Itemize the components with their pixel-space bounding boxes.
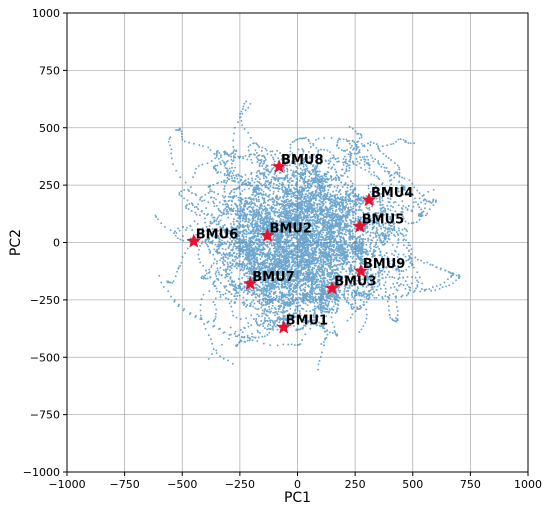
y-tick-label: 250 — [39, 179, 60, 192]
x-tick-label: 500 — [402, 478, 423, 491]
x-tick-label: 0 — [294, 478, 301, 491]
bmu-label: BMU7 — [252, 270, 294, 285]
x-tick-label: −500 — [167, 478, 197, 491]
x-tick-label: 250 — [345, 478, 366, 491]
data-points — [154, 100, 461, 371]
bmu-label: BMU1 — [286, 313, 328, 328]
y-tick-label: −500 — [30, 351, 60, 364]
x-axis-ticks: −1000 −750 −500 −250 0 250 500 750 1000 — [48, 472, 542, 491]
bmu-label: BMU6 — [196, 227, 238, 242]
bmu-star-marker — [361, 192, 377, 207]
bmu-label: BMU8 — [281, 153, 323, 168]
y-tick-label: −750 — [30, 409, 60, 422]
bmu-label: BMU5 — [362, 212, 404, 227]
x-axis-label: PC1 — [284, 490, 311, 506]
bmu-label: BMU9 — [363, 257, 405, 272]
bmu-star-marker — [271, 159, 287, 173]
bmu-star-marker — [276, 319, 291, 334]
y-tick-label: 1000 — [32, 7, 60, 20]
y-axis-label: PC2 — [8, 229, 24, 256]
bmu-label: BMU3 — [334, 274, 376, 289]
bmu-markers: BMU1 BMU2 BMU3 BMU4 BMU5 BMU6 BMU7 BMU8 BMU9 — [186, 153, 413, 334]
bmu-star-marker — [186, 233, 202, 248]
y-tick-label: −1000 — [23, 466, 60, 479]
bmu-label: BMU2 — [270, 222, 312, 237]
x-tick-label: −750 — [110, 478, 140, 491]
bmu-star-marker — [353, 263, 369, 278]
x-tick-label: −250 — [225, 478, 255, 491]
bmu-star-marker — [242, 276, 258, 291]
bmu-label: BMU4 — [371, 186, 413, 201]
bmu-star-marker — [260, 227, 275, 242]
x-tick-label: 750 — [460, 478, 481, 491]
x-tick-label: 1000 — [514, 478, 542, 491]
y-axis-ticks: −1000 −750 −500 −250 0 250 500 750 1000 — [23, 7, 67, 479]
y-tick-label: 750 — [39, 64, 60, 77]
y-tick-label: 0 — [53, 237, 60, 250]
bmu-star-marker — [324, 280, 340, 295]
y-tick-label: 500 — [39, 122, 60, 135]
bmu-star-marker — [352, 218, 368, 233]
y-tick-label: −250 — [30, 294, 60, 307]
x-tick-label: −1000 — [48, 478, 85, 491]
data-point-cloud — [154, 100, 461, 371]
